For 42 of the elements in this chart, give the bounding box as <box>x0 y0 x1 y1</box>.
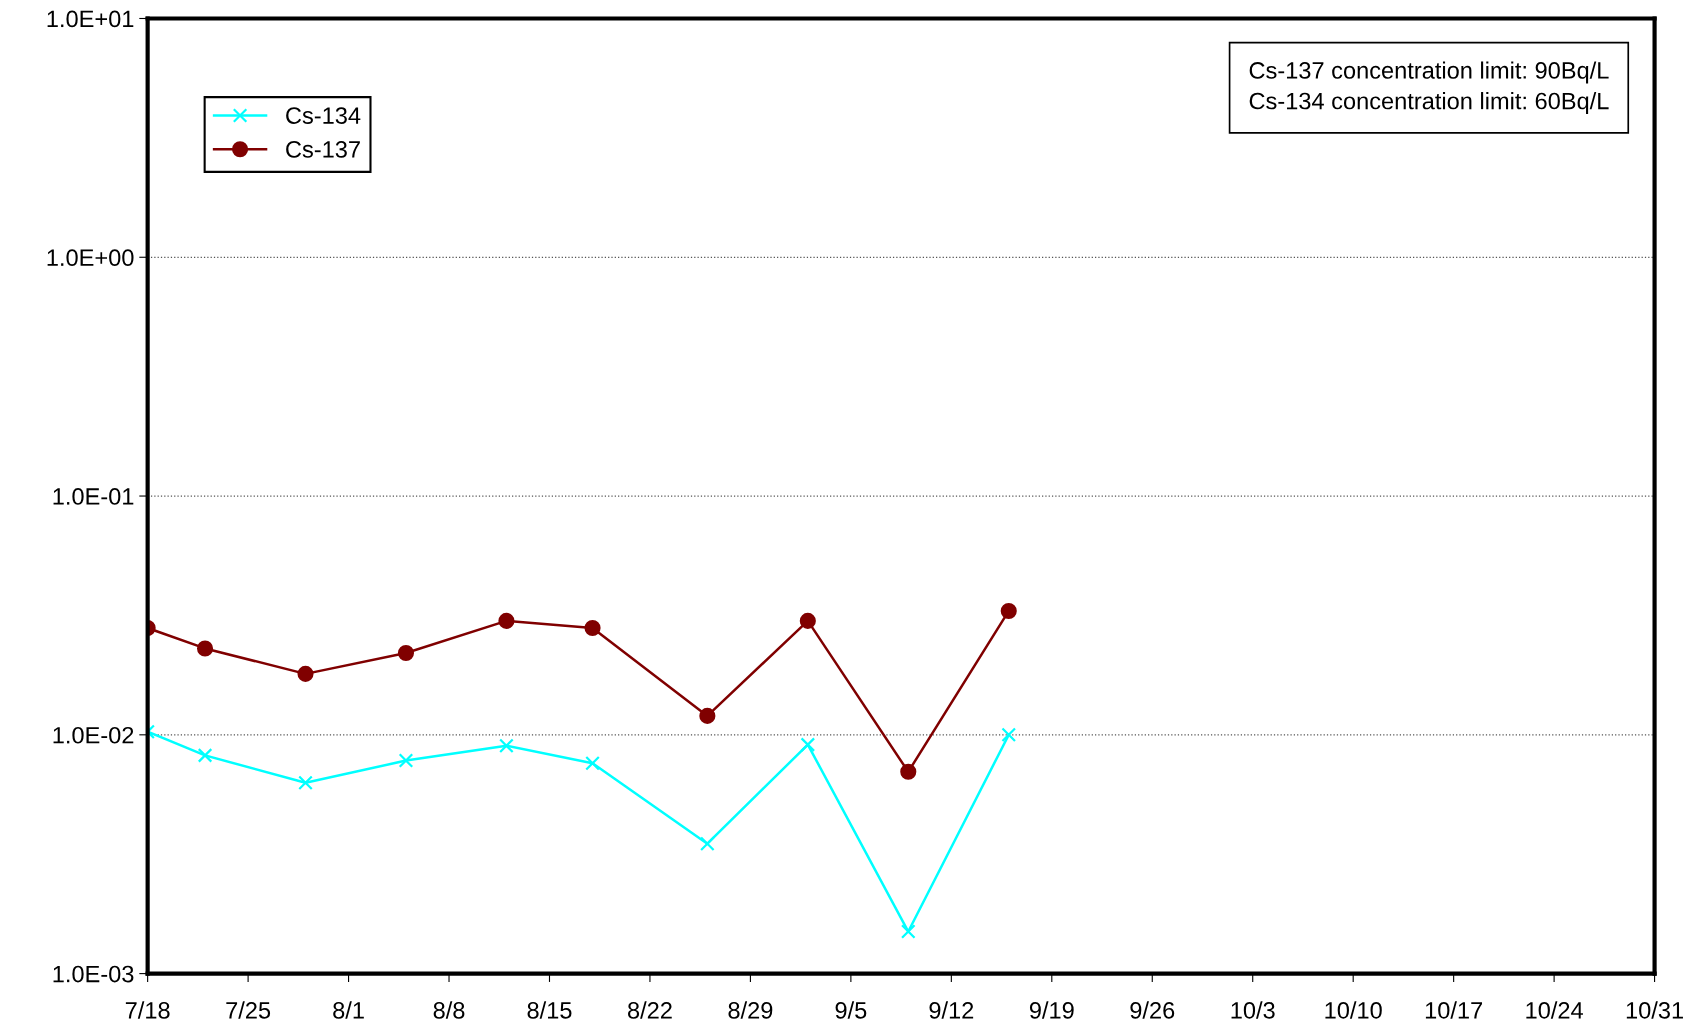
point <box>397 645 415 662</box>
point <box>800 737 816 752</box>
point <box>1001 727 1017 743</box>
x-tick-label: 8/22 <box>628 1001 672 1019</box>
x-tick-label: 8/1 <box>333 1001 364 1019</box>
legend-label: Cs-137 <box>286 141 360 158</box>
x-tick-label: 9/19 <box>1029 1001 1074 1019</box>
x-tick-label: 7/25 <box>226 1001 271 1019</box>
point <box>196 640 214 657</box>
x-tick-label: 10/10 <box>1325 1001 1382 1019</box>
point <box>398 753 414 768</box>
x-tick-label: 9/26 <box>1130 1001 1175 1019</box>
point <box>584 619 601 637</box>
legend-label: Cs-134 <box>286 107 361 124</box>
x-tick-label: 10/24 <box>1526 1001 1583 1019</box>
x-tick-label: 10/3 <box>1231 1001 1275 1019</box>
x-tick-label: 8/8 <box>433 1001 465 1019</box>
point <box>499 738 514 754</box>
y-tick-label: 1.0E-02 <box>53 726 134 744</box>
point <box>799 612 816 629</box>
point <box>699 707 716 724</box>
point <box>297 665 314 682</box>
x-tick-label: 8/15 <box>527 1001 572 1019</box>
x-tick-label: 9/5 <box>835 1001 867 1019</box>
x-tick-label: 10/31 <box>1626 1001 1683 1019</box>
point <box>900 924 916 939</box>
point <box>498 612 515 629</box>
point <box>197 748 213 763</box>
y-tick-label: 1.0E+01 <box>47 10 134 28</box>
annotation: Cs-137 concentration limit: 90Bq/L Cs-134 concentration limit: 60Bq/L <box>1249 61 1609 115</box>
x-tick-label: 10/17 <box>1425 1001 1483 1019</box>
point <box>700 836 715 852</box>
x-tick-label: 8/29 <box>728 1001 773 1019</box>
point <box>900 763 917 780</box>
y-tick-label: 1.0E-01 <box>53 488 134 505</box>
point <box>298 775 313 791</box>
y-tick-label: 1.0E-03 <box>53 965 134 983</box>
y-tick-label: 1.0E+00 <box>47 249 134 267</box>
x-tick-label: 7/18 <box>125 1001 170 1019</box>
point <box>1000 602 1017 620</box>
point <box>585 755 600 771</box>
x-tick-label: 9/12 <box>929 1001 974 1019</box>
